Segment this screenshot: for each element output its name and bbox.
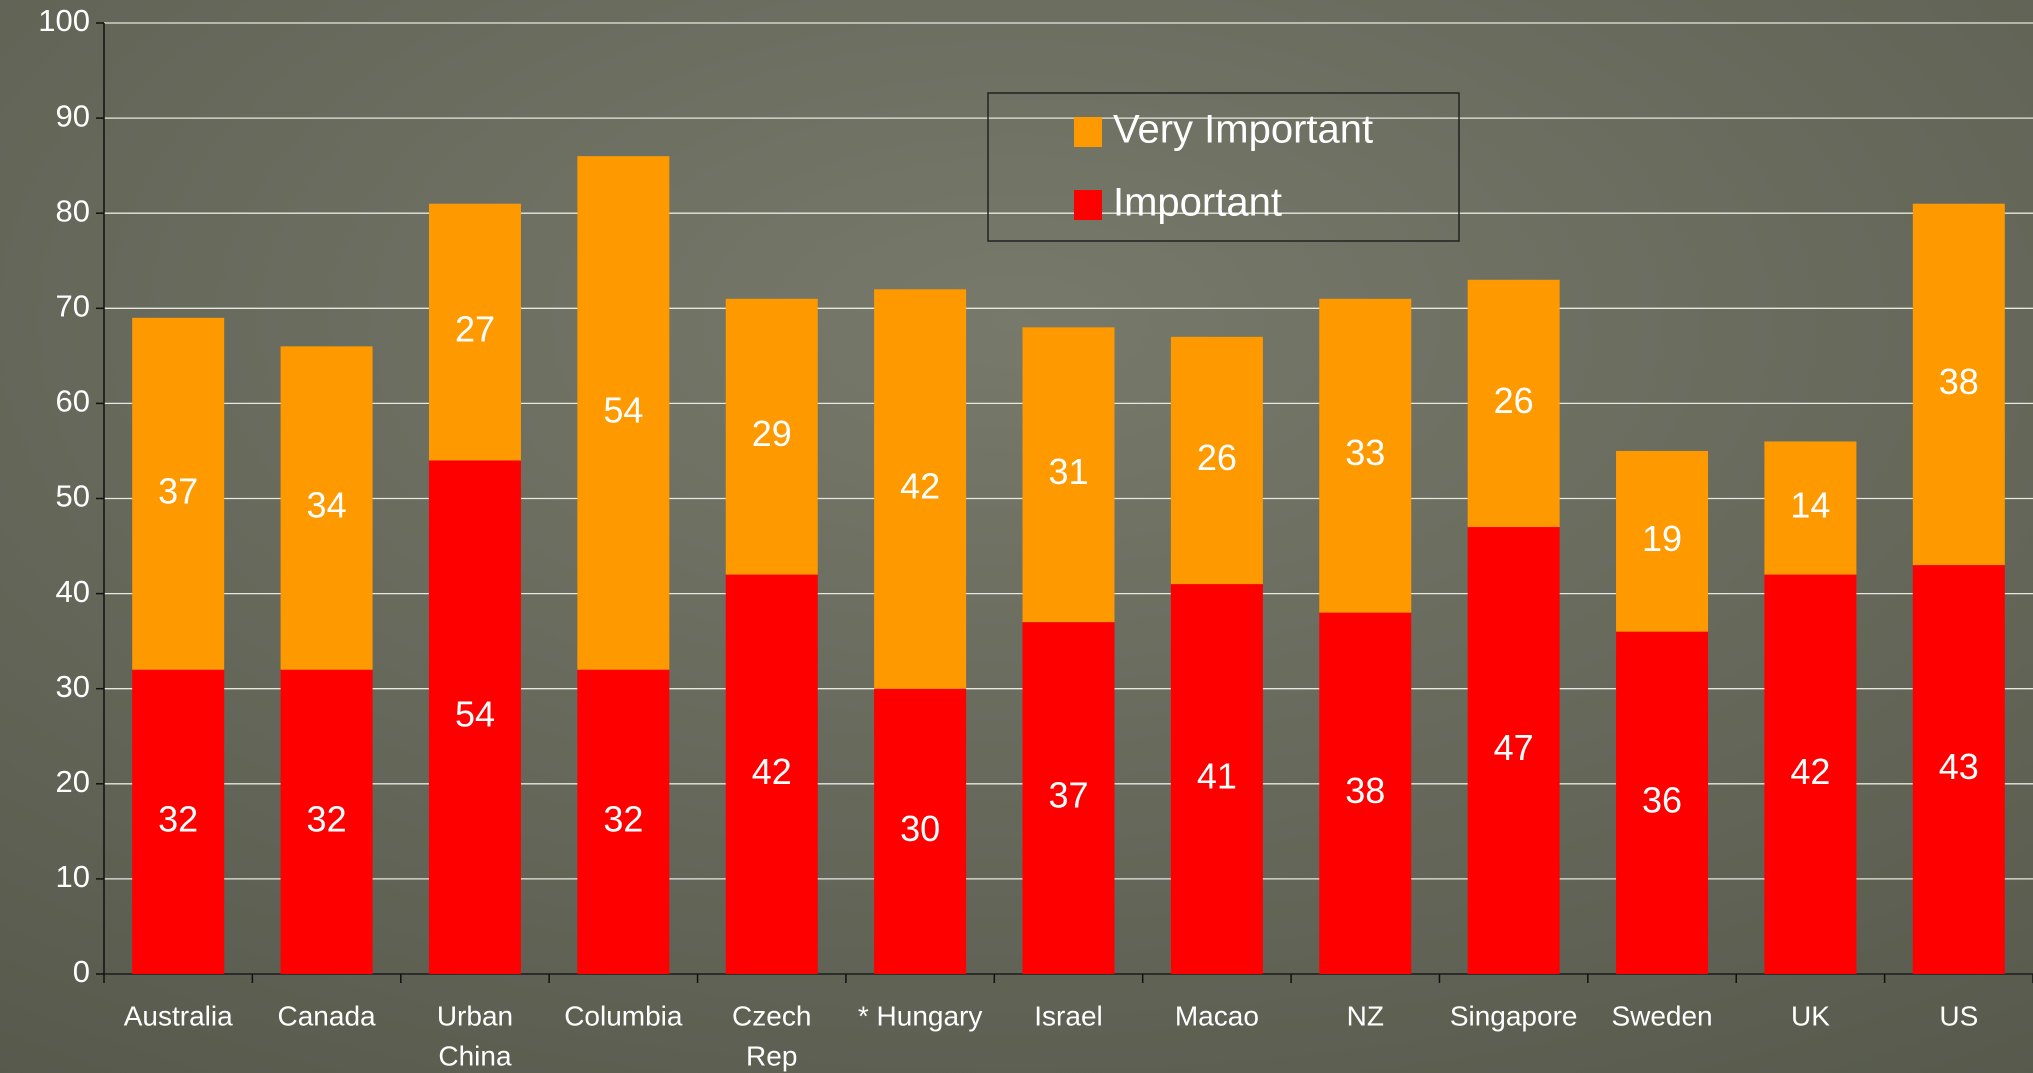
bar-segment	[1319, 298, 1412, 613]
value-label: 27	[455, 309, 495, 350]
x-tick-label: Canada	[278, 1000, 377, 1031]
bar-segment	[132, 669, 225, 974]
value-label: 37	[158, 470, 198, 511]
bar-segment	[1022, 622, 1115, 974]
bar-segment	[1764, 441, 1857, 575]
value-label: 42	[752, 751, 792, 792]
legend-box	[987, 92, 1460, 242]
value-label: 32	[158, 798, 198, 839]
x-tick-label: Sweden	[1611, 1000, 1712, 1031]
value-label: 38	[1939, 361, 1979, 402]
y-tick-label: 30	[56, 669, 90, 704]
legend-label: Very Important	[1113, 108, 1373, 152]
value-label: 43	[1939, 746, 1979, 787]
value-label: 19	[1642, 518, 1682, 559]
x-tick-label: NZ	[1347, 1000, 1384, 1031]
value-label: 41	[1197, 756, 1237, 797]
x-tick-label: Macao	[1175, 1000, 1259, 1031]
bar-segment	[577, 156, 670, 670]
bar-segment	[1170, 336, 1263, 585]
bar-segment	[1319, 612, 1412, 974]
y-tick-label: 0	[73, 954, 90, 989]
value-label: 34	[307, 485, 347, 526]
bar-segment	[1467, 527, 1560, 974]
bar-segment	[725, 574, 818, 974]
value-label: 32	[603, 798, 643, 839]
bar-segment	[428, 460, 521, 975]
value-label: 42	[1790, 751, 1830, 792]
value-label: 42	[900, 466, 940, 507]
value-label: 36	[1642, 779, 1682, 820]
bar-segment	[874, 289, 967, 689]
bar-segment	[1616, 450, 1709, 632]
value-label: 47	[1494, 727, 1534, 768]
x-tick-label: China	[438, 1040, 512, 1071]
bar-segment	[1764, 574, 1857, 974]
y-tick-label: 10	[56, 859, 90, 894]
bar-segment	[428, 203, 521, 461]
y-tick-label: 20	[56, 764, 90, 799]
y-tick-label: 80	[56, 193, 90, 228]
bar-segment	[1912, 203, 2005, 566]
legend-swatch	[1074, 190, 1102, 220]
x-tick-label: Czech	[732, 1000, 811, 1031]
bar-segment	[280, 669, 373, 974]
y-tick-label: 70	[56, 288, 90, 323]
value-label: 29	[752, 413, 792, 454]
y-tick-label: 90	[56, 98, 90, 133]
bar-segment	[725, 298, 818, 575]
value-label: 33	[1345, 432, 1385, 473]
x-tick-label: Rep	[746, 1040, 797, 1071]
x-tick-label: * Hungary	[858, 1000, 983, 1031]
x-tick-label: Singapore	[1450, 1000, 1578, 1031]
value-label: 37	[1048, 775, 1088, 816]
legend: Very Important Important	[987, 92, 1460, 242]
value-label: 30	[900, 808, 940, 849]
bar-segment	[874, 688, 967, 974]
value-label: 54	[455, 694, 495, 735]
x-tick-label: US	[1939, 1000, 1978, 1031]
value-label: 54	[603, 389, 643, 430]
bar-segment	[1912, 565, 2005, 974]
bar-segment	[577, 669, 670, 974]
value-label: 14	[1790, 485, 1830, 526]
x-tick-label: Israel	[1034, 1000, 1102, 1031]
legend-label: Important	[1113, 181, 1282, 225]
x-tick-label: Australia	[124, 1000, 233, 1031]
y-tick-label: 40	[56, 574, 90, 609]
y-tick-label: 100	[38, 3, 90, 38]
y-tick-label: 60	[56, 384, 90, 419]
value-label: 26	[1494, 380, 1534, 421]
bar-segment	[1170, 584, 1263, 974]
bar-segment	[1616, 631, 1709, 974]
legend-swatch	[1074, 117, 1102, 147]
y-tick-label: 50	[56, 479, 90, 514]
value-label: 26	[1197, 437, 1237, 478]
value-label: 32	[307, 798, 347, 839]
value-label: 38	[1345, 770, 1385, 811]
x-tick-label: UK	[1791, 1000, 1830, 1031]
x-tick-label: Urban	[437, 1000, 513, 1031]
bar-segment	[132, 317, 225, 670]
value-label: 31	[1048, 451, 1088, 492]
bar-segment	[1022, 327, 1115, 623]
bar-segment	[280, 346, 373, 670]
bar-segment	[1467, 279, 1560, 528]
x-tick-label: Columbia	[564, 1000, 683, 1031]
